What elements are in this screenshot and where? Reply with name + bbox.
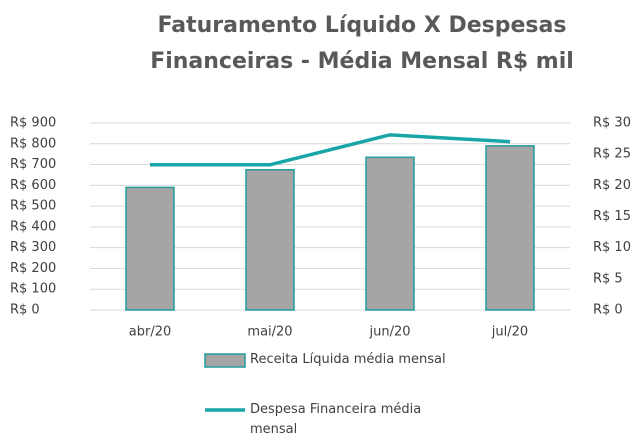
x-tick-label: mai/20 — [247, 325, 292, 340]
y2-tick-label: R$ 0 — [593, 303, 623, 318]
x-tick-label: jul/20 — [491, 325, 528, 340]
line — [150, 133, 511, 167]
legend-swatch — [204, 353, 246, 368]
y-tick-label: R$ 0 — [10, 303, 40, 318]
y-tick-label: R$ 500 — [10, 199, 56, 214]
y2-tick-label: R$ 5 — [593, 271, 623, 286]
bar — [485, 145, 535, 311]
y-tick-label: R$ 900 — [10, 116, 56, 131]
bar — [245, 169, 295, 311]
y-tick-label: R$ 600 — [10, 178, 56, 193]
x-tick-label: abr/20 — [129, 325, 172, 340]
chart-title: Faturamento Líquido X Despesas Financeir… — [150, 13, 574, 74]
y2-tick-label: R$ 25 — [593, 147, 631, 162]
y-tick-label: R$ 300 — [10, 240, 56, 255]
y2-tick-label: R$ 10 — [593, 240, 631, 255]
y2-tick-label: R$ 30 — [593, 116, 631, 131]
y-tick-label: R$ 400 — [10, 219, 56, 234]
y-tick-label: R$ 200 — [10, 261, 56, 276]
bar — [365, 156, 415, 311]
legend-label: Receita Líquida média mensal — [250, 352, 446, 367]
y-tick-label: R$ 100 — [10, 282, 56, 297]
bar — [125, 186, 175, 311]
y-tick-label: R$ 700 — [10, 157, 56, 172]
y2-tick-label: R$ 15 — [593, 209, 631, 224]
legend-label: Despesa Financeira média mensal — [250, 402, 422, 437]
y-tick-label: R$ 800 — [10, 136, 56, 151]
y2-tick-label: R$ 20 — [593, 178, 631, 193]
x-tick-label: jun/20 — [368, 325, 410, 340]
